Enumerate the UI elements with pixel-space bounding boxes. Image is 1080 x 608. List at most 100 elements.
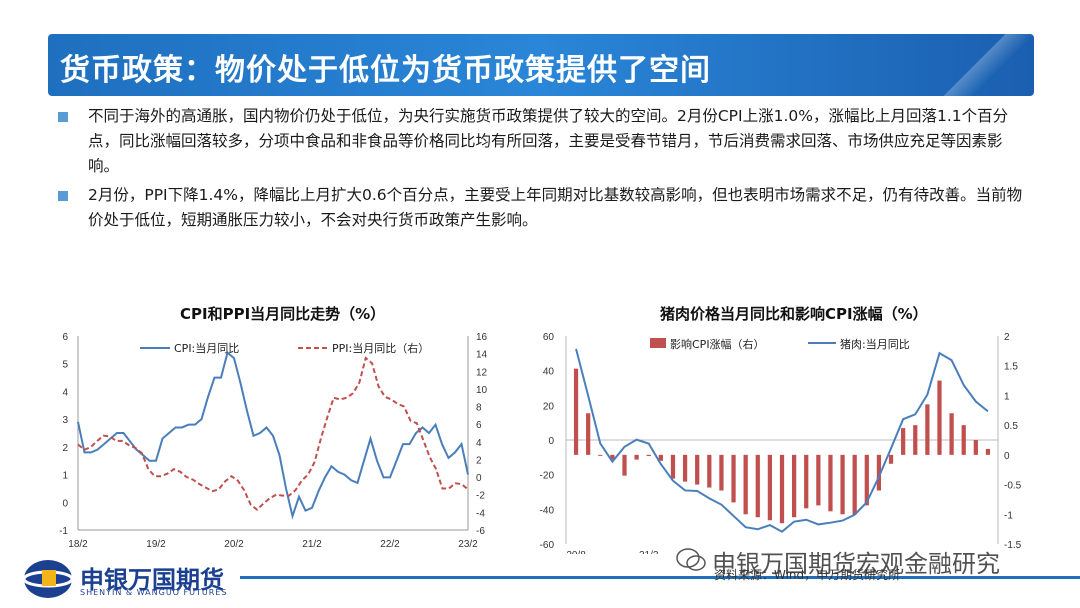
right-tick-label: 0.5: [1004, 421, 1018, 432]
x-tick-label: 19/2: [146, 539, 166, 550]
legend-bar-label: 影响CPI涨幅（右）: [670, 337, 765, 351]
x-tick-label: 23/2: [458, 539, 478, 550]
pork-impact-bar: [719, 454, 724, 491]
left-tick-label: -1: [59, 526, 68, 537]
chart2-title: 猪肉价格当月同比和影响CPI涨幅（%）: [660, 305, 928, 323]
cpi-series-line: [77, 350, 469, 520]
right-tick-label: 4: [476, 438, 482, 449]
bullet-square-icon: [58, 191, 68, 201]
right-tick-label: 14: [476, 350, 488, 361]
page-title: 货币政策：物价处于低位为货币政策提供了空间: [60, 53, 711, 88]
pork-impact-bar: [695, 454, 700, 485]
pork-chart: -60 -40 -20 0 20 40 60 -1.5 -1 -0.5 0 0.5 1 1.5 2 20/8 2…: [540, 332, 1022, 554]
watermark-text: 申银万国期货宏观金融研究: [712, 550, 1000, 578]
right-tick-label: -1: [1004, 510, 1013, 521]
left-tick-label: 0: [62, 498, 68, 509]
pork-impact-bar: [852, 454, 857, 515]
right-tick-label: -1.5: [1004, 540, 1022, 551]
pork-impact-bar: [913, 425, 918, 455]
x-tick-label: 21/2: [639, 550, 659, 554]
bullet-square-icon: [58, 112, 68, 122]
pork-impact-bar: [573, 368, 579, 455]
left-tick-label: -40: [540, 505, 555, 516]
right-tick-label: 2: [1004, 332, 1010, 343]
left-tick-label: 5: [62, 360, 68, 371]
pork-impact-bar: [791, 454, 797, 518]
logo-text: 申银万国期货: [80, 566, 224, 594]
pork-impact-bar: [949, 413, 954, 455]
bullet-text-1: 不同于海外的高通胀，国内物价仍处于低位，为央行实施货币政策提供了较大的空间。2月…: [88, 107, 1009, 175]
pork-impact-bar: [682, 454, 688, 482]
pork-impact-bar: [634, 454, 639, 460]
pork-impact-bar: [925, 404, 930, 455]
pork-impact-bar: [598, 454, 603, 456]
left-tick-label: 60: [543, 332, 555, 343]
pork-impact-bar: [586, 413, 591, 455]
pork-impact-bar: [840, 454, 845, 515]
pork-impact-bar: [816, 454, 821, 506]
pork-impact-bar: [937, 380, 942, 455]
title-bar: 货币政策：物价处于低位为货币政策提供了空间: [48, 34, 1034, 96]
wechat-icon: [676, 548, 706, 571]
x-tick-label: 20/8: [566, 550, 586, 554]
pork-impact-bar: [658, 454, 663, 461]
pork-impact-bar: [779, 454, 785, 524]
pork-impact-bar: [622, 454, 627, 476]
legend-ppi-label: PPI:当月同比（右）: [332, 341, 429, 355]
right-tick-label: 10: [476, 385, 488, 396]
right-tick-label: 6: [476, 420, 482, 431]
right-tick-label: 0: [1004, 451, 1010, 462]
logo-subtext: SHENYIN & WANGUO FUTURES: [80, 588, 228, 597]
legend-bar-swatch: [650, 338, 666, 348]
left-tick-label: 0: [548, 436, 554, 447]
pork-impact-bar: [888, 454, 894, 464]
bullet-item-2: 2月份，PPI下降1.4%，降幅比上月扩大0.6个百分点，主要受上年同期对比基数…: [58, 183, 1033, 233]
chart1-title: CPI和PPI当月同比走势（%）: [180, 305, 386, 323]
pork-impact-bar: [707, 454, 712, 488]
bullet-item-1: 不同于海外的高通胀，国内物价仍处于低位，为央行实施货币政策提供了较大的空间。2月…: [58, 104, 1033, 179]
pork-impact-bar: [876, 454, 882, 491]
x-tick-label: 20/2: [224, 539, 244, 550]
legend-cpi-label: CPI:当月同比: [174, 341, 239, 355]
pork-yoy-line: [575, 348, 989, 533]
pork-impact-bar: [804, 454, 809, 509]
pork-impact-bar: [767, 454, 773, 521]
right-tick-label: 12: [476, 367, 488, 378]
left-tick-label: 20: [543, 401, 555, 412]
left-tick-label: 40: [543, 367, 555, 378]
left-tick-label: 4: [62, 387, 68, 398]
bullet-list: 不同于海外的高通胀，国内物价仍处于低位，为央行实施货币政策提供了较大的空间。2月…: [58, 104, 1033, 237]
pork-impact-bar: [901, 428, 906, 455]
left-tick-label: -60: [540, 540, 555, 551]
right-tick-label: 2: [476, 455, 482, 466]
right-tick-label: 1.5: [1004, 362, 1018, 373]
right-tick-label: 1: [1004, 391, 1010, 402]
x-tick-label: 21/2: [302, 539, 322, 550]
right-tick-label: 0: [476, 473, 482, 484]
right-tick-label: 8: [476, 403, 482, 414]
pork-impact-bar: [646, 454, 651, 457]
pork-impact-bar: [961, 425, 966, 455]
source-note: 资料来源：Wind，申万期货研究所: [714, 568, 901, 582]
footer-divider: [240, 576, 1080, 579]
left-tick-label: 1: [62, 471, 68, 482]
logo-globe-icon: [22, 560, 74, 598]
pork-impact-bar: [828, 454, 833, 512]
pork-impact-bar: [743, 454, 748, 515]
right-tick-label: -2: [476, 491, 485, 502]
left-tick-label: 6: [62, 332, 68, 343]
x-tick-label: 22/2: [380, 539, 400, 550]
right-tick-label: -6: [476, 526, 485, 537]
left-tick-label: 2: [62, 443, 68, 454]
legend-line-label: 猪肉:当月同比: [840, 337, 910, 351]
pork-impact-bar: [670, 454, 676, 479]
ppi-series-line: [77, 356, 469, 512]
left-tick-label: -20: [540, 471, 555, 482]
right-tick-label: -0.5: [1004, 481, 1022, 492]
pork-impact-bar: [731, 454, 736, 503]
right-tick-label: -4: [476, 508, 485, 519]
right-tick-label: 16: [476, 332, 488, 343]
left-tick-label: 3: [62, 415, 68, 426]
pork-impact-bar: [610, 454, 615, 460]
